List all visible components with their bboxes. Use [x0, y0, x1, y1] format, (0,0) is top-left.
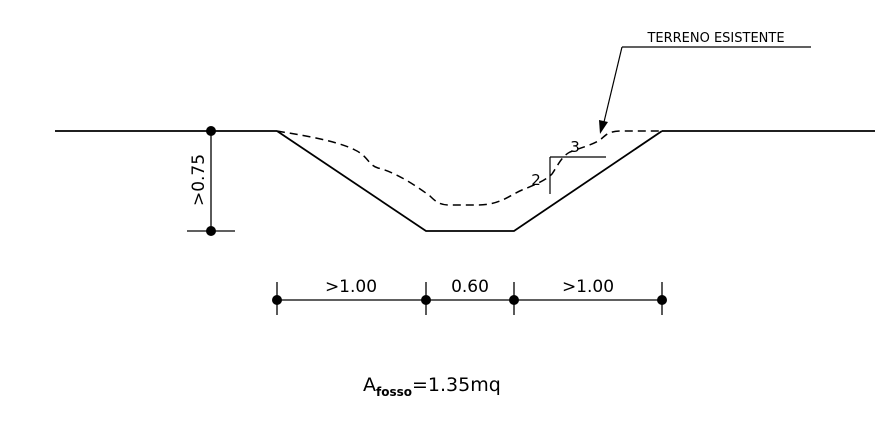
- bottom-width-label: 0.60: [451, 277, 489, 297]
- depth-dimension-top-point: [206, 126, 216, 136]
- slope-run-label: 3: [570, 138, 580, 156]
- area-subscript: fosso: [376, 385, 412, 399]
- depth-dimension-bottom-point: [206, 226, 216, 236]
- left-bank-width-label: >1.00: [325, 277, 377, 297]
- area-symbol: A: [363, 374, 376, 396]
- width-dimension-point-1: [272, 295, 282, 305]
- slope-rise-label: 2: [531, 171, 541, 189]
- existing-terrain-leader-arrow: [599, 120, 608, 134]
- width-dimension-point-2: [421, 295, 431, 305]
- existing-terrain-dashed-line: [276, 130, 662, 206]
- existing-terrain-leader-line: [603, 46, 623, 123]
- width-dimension-point-3: [509, 295, 519, 305]
- ditch-profile: [276, 130, 663, 232]
- right-bank-width-label: >1.00: [562, 277, 614, 297]
- area-formula: Afosso=1.35mq: [363, 374, 501, 399]
- depth-label: >0.75: [189, 154, 209, 206]
- width-dimension-point-4: [657, 295, 667, 305]
- area-value: =1.35mq: [412, 374, 501, 396]
- existing-terrain-label: TERRENO ESISTENTE: [646, 31, 784, 46]
